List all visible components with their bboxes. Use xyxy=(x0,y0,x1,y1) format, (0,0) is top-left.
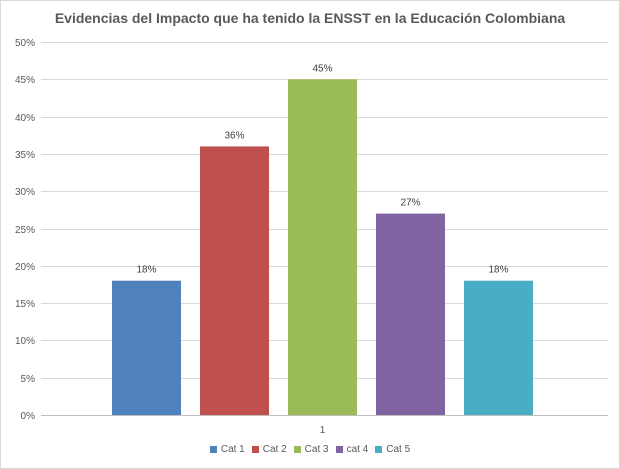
legend-label: Cat 2 xyxy=(262,444,287,455)
legend: Cat 1 Cat 2 Cat 3 cat 4 Cat 5 xyxy=(1,444,619,455)
bar-cat-3 xyxy=(288,79,357,416)
data-label: 45% xyxy=(312,63,332,74)
legend-item: Cat 3 xyxy=(293,444,329,455)
y-tick-label: 45% xyxy=(15,75,35,86)
legend-item: cat 4 xyxy=(335,444,369,455)
y-tick-label: 25% xyxy=(15,225,35,236)
y-tick-label: 30% xyxy=(15,187,35,198)
chart-title: Evidencias del Impacto que ha tenido la … xyxy=(54,10,566,26)
data-labels: 18% 36% 45% 27% 18% xyxy=(136,63,508,275)
data-label: 27% xyxy=(400,198,420,209)
y-tick-label: 40% xyxy=(15,113,35,124)
bar-cat-4 xyxy=(376,213,445,415)
bar-cat-2 xyxy=(200,146,269,415)
y-tick-label: 20% xyxy=(15,262,35,273)
legend-swatch xyxy=(251,446,259,453)
legend-item: Cat 1 xyxy=(209,444,245,455)
y-tick-label: 5% xyxy=(21,374,36,385)
bar-cat-5 xyxy=(464,280,533,415)
y-tick-label: 35% xyxy=(15,150,35,161)
y-tick-label: 10% xyxy=(15,336,35,347)
legend-label: Cat 3 xyxy=(304,444,329,455)
x-axis-ticks: 1 xyxy=(320,425,326,436)
legend-item: Cat 5 xyxy=(375,444,410,455)
bars xyxy=(112,79,533,416)
y-tick-label: 50% xyxy=(15,38,35,49)
legend-label: Cat 5 xyxy=(386,444,411,455)
y-axis-ticks: 0% 5% 10% 15% 20% 25% 30% 35% 40% 45% 50% xyxy=(15,38,35,422)
data-label: 18% xyxy=(488,265,508,276)
data-label: 18% xyxy=(136,265,156,276)
x-tick-label: 1 xyxy=(320,425,326,436)
legend-swatch xyxy=(209,446,217,453)
bar-cat-1 xyxy=(112,280,181,415)
legend-label: Cat 1 xyxy=(220,444,245,455)
y-tick-label: 15% xyxy=(15,299,35,310)
legend-item: Cat 2 xyxy=(251,444,287,455)
data-label: 36% xyxy=(224,130,244,141)
legend-swatch xyxy=(293,446,301,453)
legend-label: cat 4 xyxy=(346,444,369,455)
legend-swatch xyxy=(375,446,383,453)
legend-swatch xyxy=(335,446,343,453)
y-tick-label: 0% xyxy=(21,411,36,422)
